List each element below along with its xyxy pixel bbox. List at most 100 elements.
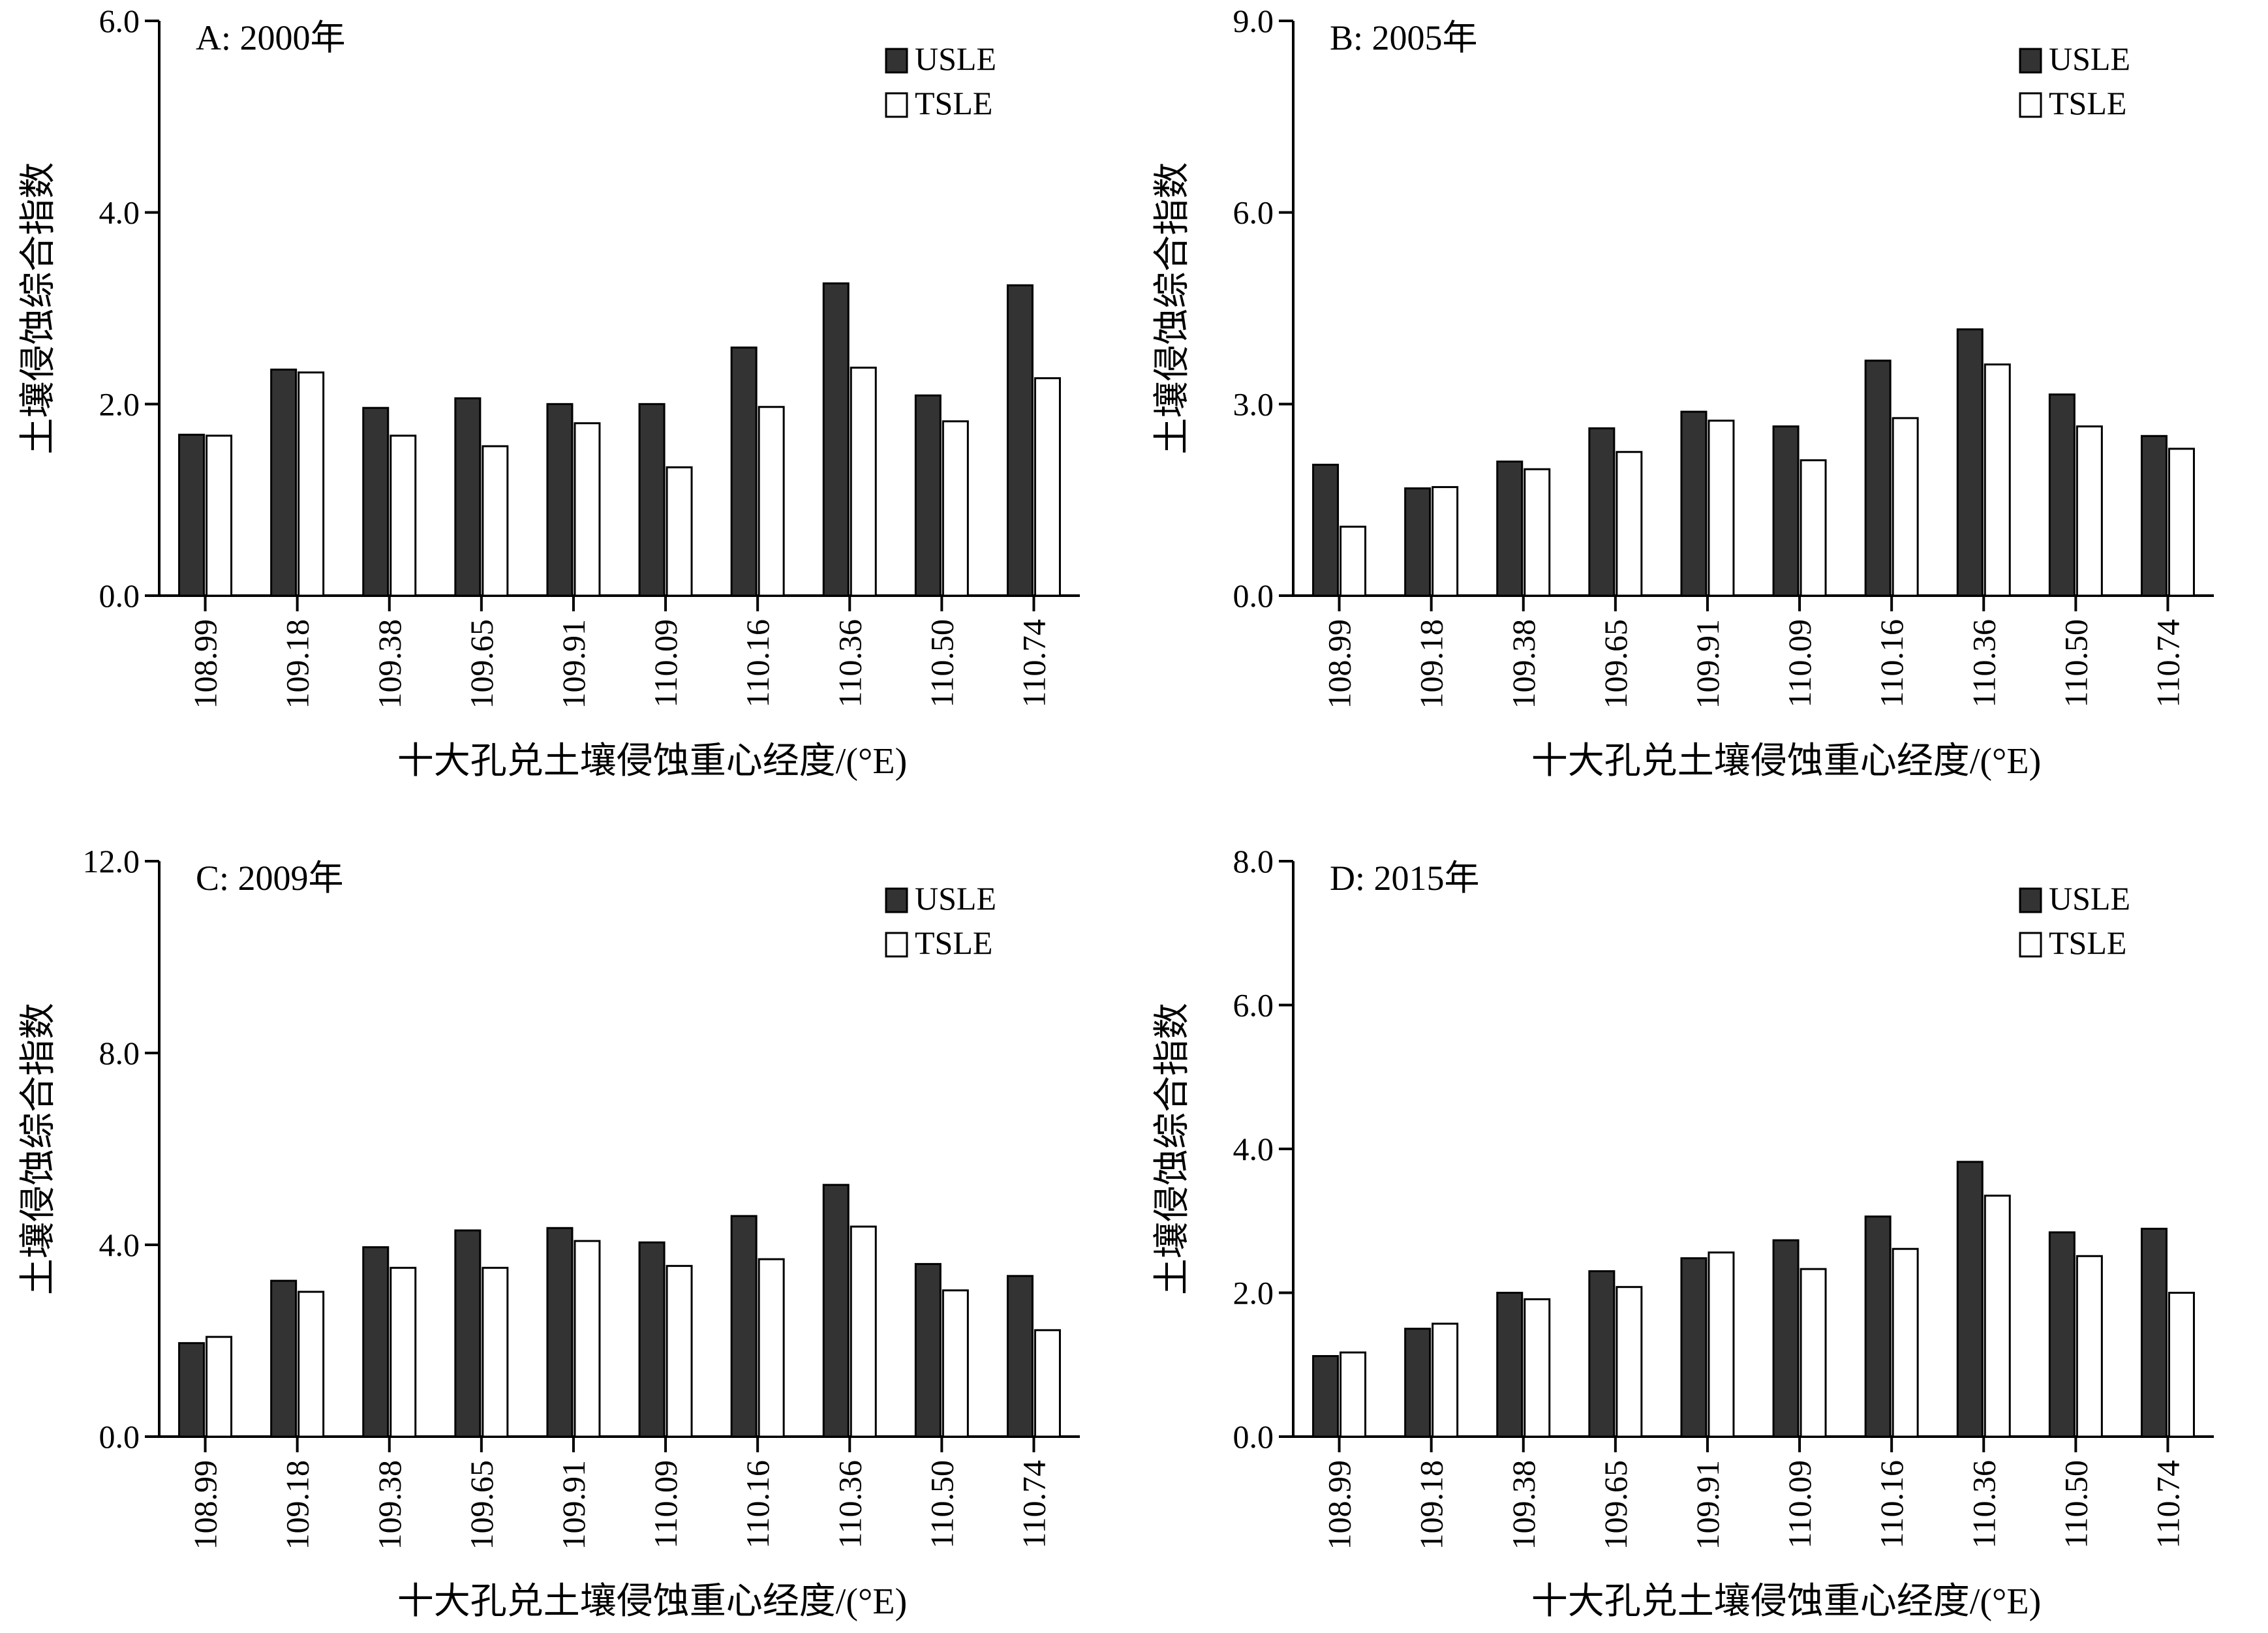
legend-swatch-tsle xyxy=(2019,92,2042,118)
y-tick-label: 4.0 xyxy=(1233,1131,1274,1167)
bar-tsle-109.18 xyxy=(1432,486,1459,597)
bar-usle-110.09 xyxy=(1772,1239,1800,1438)
bar-usle-110.36 xyxy=(822,1183,850,1438)
x-tick-label: 109.65 xyxy=(463,1460,500,1550)
x-tick-label: 109.91 xyxy=(1689,619,1726,709)
bar-usle-108.99 xyxy=(178,433,206,597)
bar-usle-110.50 xyxy=(914,1262,942,1438)
x-tick-label: 110.09 xyxy=(647,619,684,708)
x-tick-label: 110.74 xyxy=(1015,1460,1052,1549)
bar-usle-109.91 xyxy=(546,1227,574,1438)
bar-tsle-110.36 xyxy=(1984,1195,2011,1438)
x-axis-label: 十大孔兑土壤侵蚀重心经度/(°E) xyxy=(1531,1581,2041,1622)
bar-tsle-110.74 xyxy=(1034,1329,1061,1438)
y-tick-label: 6.0 xyxy=(99,3,140,39)
bar-usle-110.74 xyxy=(1006,284,1034,597)
bar-usle-109.91 xyxy=(1680,1257,1708,1438)
legend-swatch-tsle xyxy=(2019,932,2042,958)
bar-tsle-110.16 xyxy=(1892,417,1919,597)
panel-title: B: 2005年 xyxy=(1330,18,1478,57)
panel-title: D: 2015年 xyxy=(1330,859,1480,898)
bar-usle-109.38 xyxy=(1496,1292,1524,1438)
y-tick-label: 4.0 xyxy=(99,194,140,231)
bar-usle-109.18 xyxy=(270,1279,298,1438)
y-tick-label: 3.0 xyxy=(1233,386,1274,422)
bar-tsle-109.18 xyxy=(298,371,325,597)
bar-tsle-109.91 xyxy=(1708,1251,1735,1438)
bar-tsle-110.50 xyxy=(2076,1255,2103,1438)
x-tick-label: 110.16 xyxy=(739,1460,776,1549)
x-tick-label: 110.36 xyxy=(1965,619,2002,708)
x-tick-label: 110.16 xyxy=(1873,1460,1910,1549)
chart-panel-b: 0.0 3.0 6.0 9.0 108.99 109.18 109.38 109.65 109.… xyxy=(1152,3,2214,782)
legend-swatch-usle xyxy=(2019,48,2042,74)
bar-tsle-110.50 xyxy=(942,1289,969,1438)
bar-usle-110.09 xyxy=(638,403,666,597)
x-tick-label: 110.16 xyxy=(739,619,776,708)
y-tick-label: 0.0 xyxy=(1233,1418,1274,1455)
y-tick-label: 9.0 xyxy=(1233,3,1274,39)
bar-tsle-110.74 xyxy=(2168,448,2195,597)
x-tick-label: 108.99 xyxy=(1321,619,1358,709)
x-tick-label: 110.09 xyxy=(1781,1460,1818,1549)
y-axis-label: 土壤侵蚀综合指数 xyxy=(18,1003,59,1295)
bar-usle-110.36 xyxy=(822,282,850,597)
bar-tsle-110.74 xyxy=(2168,1292,2195,1438)
bar-usle-110.50 xyxy=(2048,1231,2076,1438)
x-tick-label: 109.65 xyxy=(463,619,500,709)
x-axis-label: 十大孔兑土壤侵蚀重心经度/(°E) xyxy=(397,1581,907,1622)
y-tick-label: 2.0 xyxy=(1233,1275,1274,1311)
chart-panel-a: 0.0 2.0 4.0 6.0 108.99 109.18 109.38 109.65 109.… xyxy=(18,3,1080,782)
legend-label-usle: USLE xyxy=(2049,40,2130,77)
panel-title: A: 2000年 xyxy=(196,18,346,57)
y-tick-label: 4.0 xyxy=(99,1227,140,1263)
bar-tsle-109.18 xyxy=(298,1290,325,1438)
x-tick-label: 108.99 xyxy=(187,1460,224,1550)
y-tick-label: 0.0 xyxy=(1233,577,1274,614)
y-axis-label: 土壤侵蚀综合指数 xyxy=(18,162,59,455)
bar-tsle-109.91 xyxy=(1708,420,1735,597)
x-tick-label: 110.50 xyxy=(2057,619,2094,708)
bar-tsle-108.99 xyxy=(206,435,233,597)
x-tick-label: 109.65 xyxy=(1597,1460,1634,1550)
y-tick-label: 8.0 xyxy=(1233,843,1274,879)
bar-tsle-110.09 xyxy=(666,1264,693,1438)
x-tick-label: 109.38 xyxy=(1505,619,1542,709)
bar-usle-108.99 xyxy=(1312,463,1340,597)
x-tick-label: 110.50 xyxy=(923,619,960,708)
y-tick-label: 6.0 xyxy=(1233,194,1274,231)
legend-label-usle: USLE xyxy=(915,880,996,917)
x-tick-label: 109.38 xyxy=(1505,1460,1542,1550)
bar-usle-110.74 xyxy=(2140,1227,2168,1438)
y-tick-label: 0.0 xyxy=(99,577,140,614)
x-tick-label: 110.50 xyxy=(923,1460,960,1549)
bar-usle-109.91 xyxy=(1680,410,1708,597)
legend-swatch-usle xyxy=(885,48,908,74)
x-tick-label: 108.99 xyxy=(187,619,224,709)
bar-tsle-109.91 xyxy=(574,1240,601,1438)
chart-panel-c: 0.0 4.0 8.0 12.0 108.99 109.18 109.38 109.65 109… xyxy=(18,843,1080,1622)
bar-tsle-109.91 xyxy=(574,422,601,597)
bar-usle-110.36 xyxy=(1956,1161,1984,1438)
chart-panel-d: 0.0 2.0 4.0 6.0 8.0 108.99 109.18 109.38 109.65 1… xyxy=(1152,843,2214,1622)
bar-usle-110.16 xyxy=(730,1215,758,1438)
bar-usle-109.91 xyxy=(546,403,574,597)
bar-tsle-110.74 xyxy=(1034,377,1061,597)
bar-tsle-109.38 xyxy=(390,435,417,597)
bar-usle-110.16 xyxy=(1864,359,1892,597)
x-axis-label: 十大孔兑土壤侵蚀重心经度/(°E) xyxy=(397,741,907,782)
y-tick-label: 2.0 xyxy=(99,386,140,422)
panel-title: C: 2009年 xyxy=(196,859,344,898)
y-axis-label: 土壤侵蚀综合指数 xyxy=(1152,162,1193,455)
bar-tsle-110.09 xyxy=(1800,1268,1827,1438)
x-tick-label: 109.38 xyxy=(371,1460,408,1550)
bar-tsle-110.16 xyxy=(758,1258,785,1438)
x-tick-label: 110.50 xyxy=(2057,1460,2094,1549)
x-tick-label: 110.74 xyxy=(1015,619,1052,708)
x-tick-label: 110.36 xyxy=(1965,1460,2002,1549)
bar-usle-108.99 xyxy=(1312,1355,1340,1438)
x-tick-label: 110.36 xyxy=(831,1460,868,1549)
x-tick-label: 109.91 xyxy=(555,1460,592,1550)
bar-tsle-109.38 xyxy=(1524,468,1551,597)
